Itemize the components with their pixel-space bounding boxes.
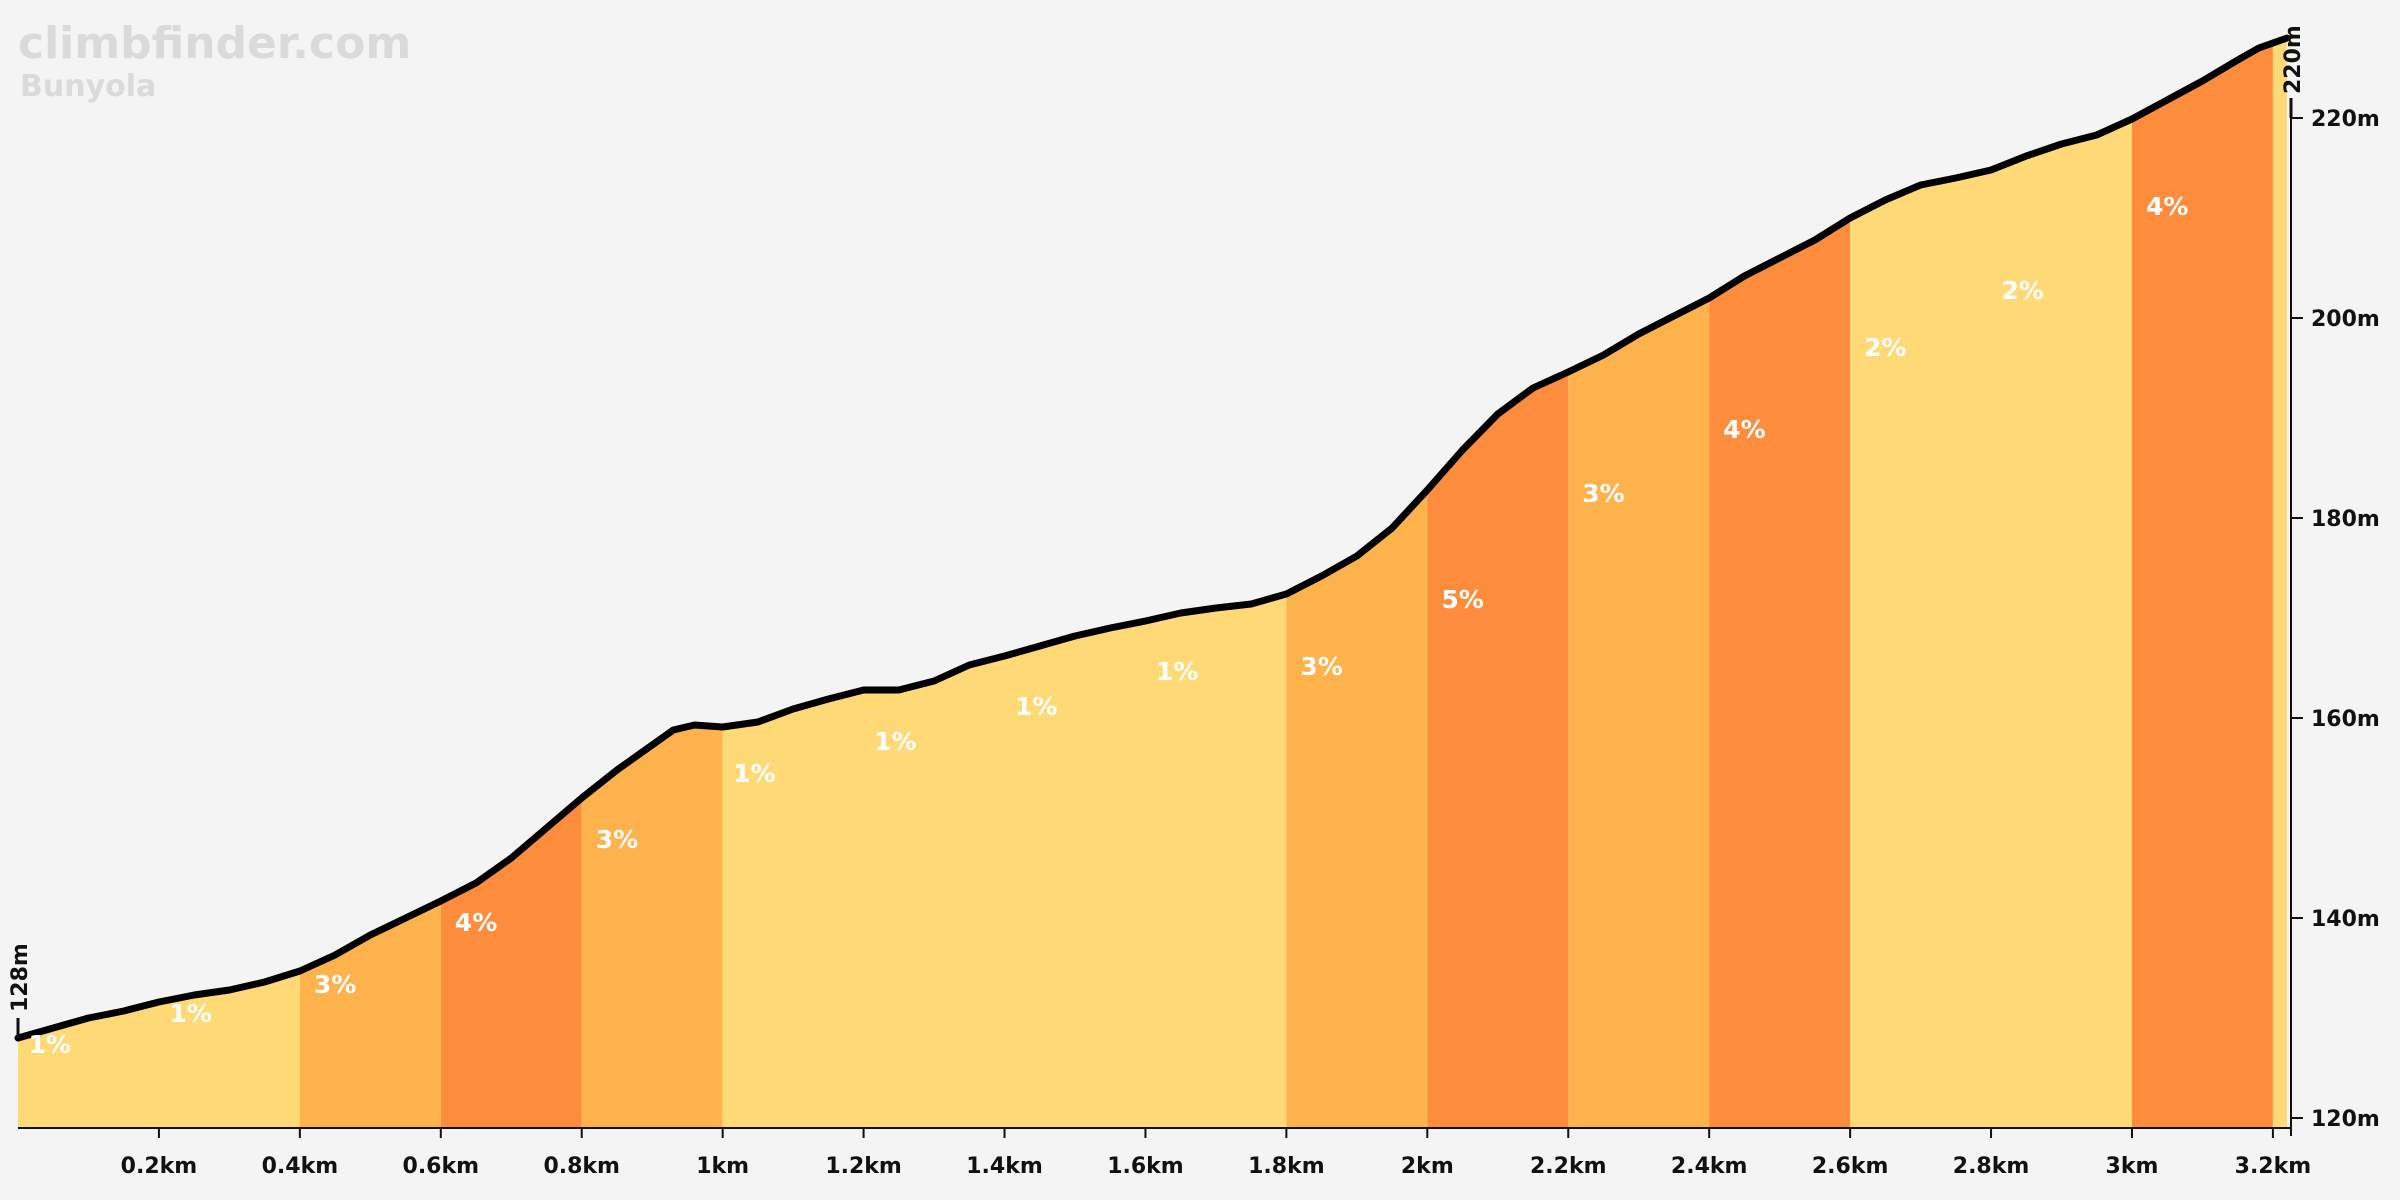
grade-label-10: 4% (2146, 192, 2188, 221)
axes: 0.2km 0.4km 0.6km 0.8km 1km 1.2km 1.4km 1.6km 1.… (8, 25, 2380, 1179)
y-tick-label-3: 180m (2311, 507, 2380, 532)
grade-label-11: 1% (169, 999, 211, 1028)
grade-band-2 (440, 798, 582, 1128)
grade-band-10 (2132, 43, 2273, 1128)
x-tick-label-2: 0.6km (403, 1154, 480, 1179)
y-tick-label-5: 220m (2311, 107, 2380, 132)
grade-label-0: 1% (28, 1030, 70, 1059)
grade-band-0 (18, 971, 300, 1128)
y-tick-label-0: 120m (2311, 1107, 2380, 1132)
y-tick-label-4: 200m (2311, 307, 2380, 332)
x-tick-label-12: 2.6km (1812, 1154, 1889, 1179)
y-tick-label-2: 160m (2311, 707, 2380, 732)
grade-labels: 1% 3% 4% 3% 1% 3% 5% 3% 4% 2% 4% 1% 1% 1% 1% 2% (28, 192, 2188, 1059)
x-tick-label-8: 1.8km (1248, 1154, 1325, 1179)
x-tick-label-14: 3km (2106, 1154, 2159, 1179)
x-tick-label-5: 1.2km (825, 1154, 902, 1179)
grade-label-12: 1% (874, 727, 916, 756)
x-tick-label-10: 2.2km (1530, 1154, 1607, 1179)
grade-label-15: 2% (2002, 276, 2044, 305)
profile-line-layer (14, 34, 2291, 1042)
grade-label-4: 1% (733, 759, 775, 788)
grade-label-9: 2% (1864, 333, 1906, 362)
grade-label-13: 1% (1015, 692, 1057, 721)
grade-band-4 (722, 594, 1287, 1128)
grade-band-5 (1286, 490, 1428, 1128)
x-tick-label-0: 0.2km (121, 1154, 198, 1179)
x-tick-label-7: 1.6km (1107, 1154, 1184, 1179)
grade-label-1: 3% (314, 970, 356, 999)
site-logo-text: climbfinder.com (18, 18, 411, 69)
elevation-profile-line (14, 34, 2291, 1042)
grade-label-14: 1% (1156, 657, 1198, 686)
grade-band-8 (1709, 218, 1851, 1128)
start-elevation-label: 128m (8, 943, 33, 1012)
grade-label-7: 3% (1582, 479, 1624, 508)
x-tick-label-9: 2km (1401, 1154, 1454, 1179)
grade-label-6: 5% (1441, 585, 1483, 614)
grade-label-5: 3% (1300, 652, 1342, 681)
climb-name: Bunyola (20, 69, 156, 104)
x-tick-label-6: 1.4km (966, 1154, 1043, 1179)
grade-band-9 (1850, 119, 2132, 1128)
x-tick-label-1: 0.4km (262, 1154, 339, 1179)
y-tick-label-1: 140m (2311, 907, 2380, 932)
x-tick-label-15: 3.2km (2235, 1154, 2312, 1179)
x-tick-label-4: 1km (696, 1154, 749, 1179)
x-tick-label-11: 2.4km (1671, 1154, 1748, 1179)
grade-band-6 (1427, 372, 1569, 1128)
x-tick-label-13: 2.8km (1953, 1154, 2030, 1179)
grade-bands (18, 38, 2287, 1128)
grade-label-2: 4% (455, 908, 497, 937)
grade-band-11 (2272, 38, 2287, 1128)
grade-band-3 (581, 725, 723, 1128)
end-elevation-label: 220m (2281, 25, 2306, 94)
grade-label-8: 4% (1723, 415, 1765, 444)
grade-band-7 (1568, 298, 1710, 1128)
grade-label-3: 3% (596, 825, 638, 854)
x-tick-label-3: 0.8km (543, 1154, 620, 1179)
